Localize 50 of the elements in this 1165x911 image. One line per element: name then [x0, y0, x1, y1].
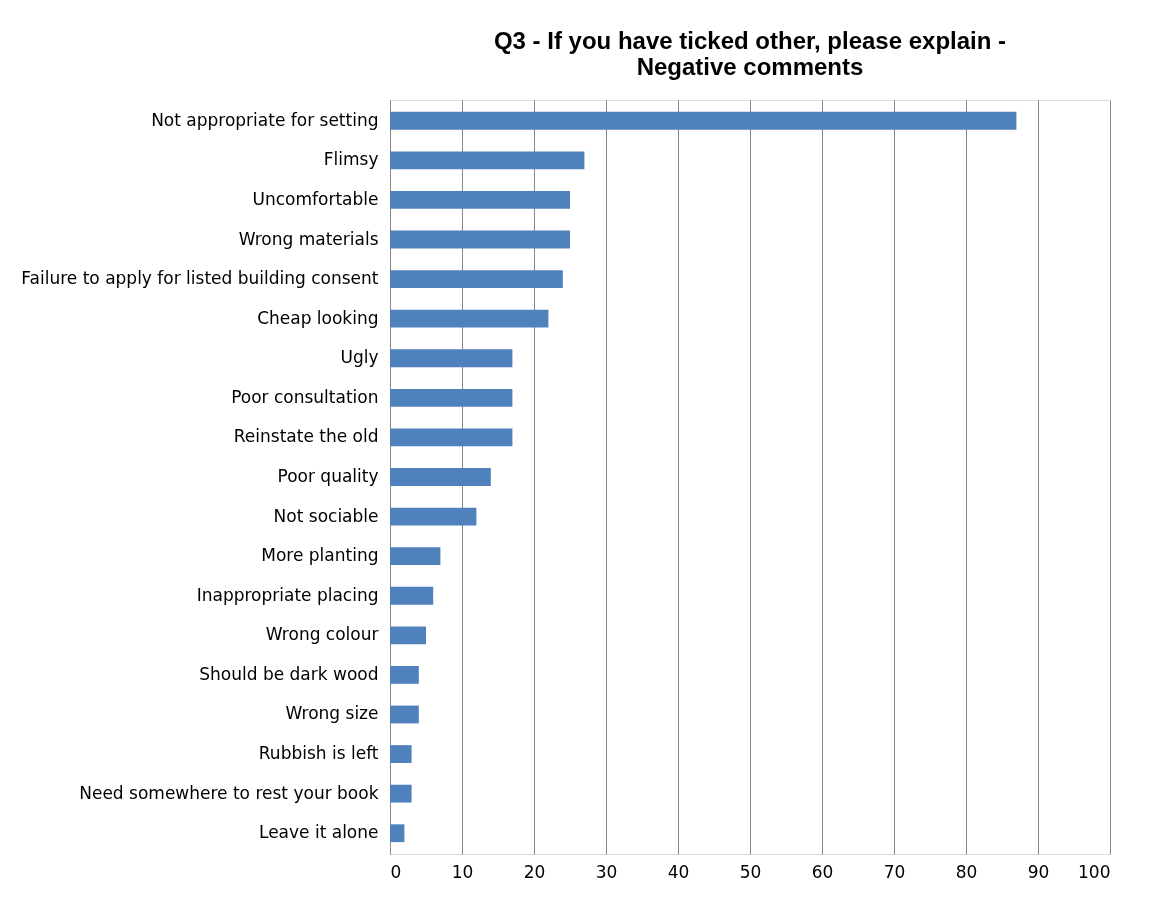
x-tick-label: 70 — [883, 861, 906, 882]
x-tick-label: 0 — [390, 861, 402, 882]
y-tick-label: Cheap looking — [257, 307, 379, 328]
bar — [390, 547, 441, 566]
y-tick-label: Wrong materials — [238, 228, 379, 249]
chart-title: Q3 - If you have ticked other, please explain - Negative comments — [493, 27, 1007, 80]
bar — [390, 191, 570, 209]
bar — [390, 111, 1017, 130]
y-tick-label: Should be dark wood — [199, 663, 379, 684]
y-tick-label: Poor consultation — [231, 386, 379, 407]
y-tick-label: Failure to apply for listed building consent — [21, 268, 379, 289]
y-tick-label: Leave it alone — [258, 822, 379, 843]
y-tick-label: Uncomfortable — [252, 188, 379, 209]
bar — [390, 468, 491, 486]
y-tick-label: Flimsy — [323, 149, 379, 170]
bar — [390, 428, 513, 447]
bar — [390, 784, 412, 803]
bar — [390, 151, 585, 170]
y-tick-label: Ugly — [340, 347, 379, 368]
bar — [390, 626, 426, 645]
y-tick-label: Rubbish is left — [258, 743, 379, 764]
bar — [390, 507, 477, 526]
bar — [390, 745, 412, 763]
x-tick-label: 40 — [667, 861, 690, 882]
bar — [390, 349, 513, 368]
x-tick-label: 60 — [811, 861, 834, 882]
y-tick-label: Poor quality — [277, 466, 379, 486]
bar — [390, 586, 434, 605]
y-tick-label: Not sociable — [273, 505, 379, 526]
x-tick-label: 20 — [523, 861, 546, 882]
y-tick-label: Wrong colour — [265, 624, 379, 645]
x-tick-label: 80 — [955, 861, 978, 882]
bar — [390, 270, 563, 289]
y-tick-label: Reinstate the old — [233, 426, 379, 447]
x-tick-label: 100 — [1078, 861, 1111, 882]
bar — [390, 230, 570, 249]
x-tick-label: 10 — [451, 861, 474, 882]
y-tick-label: Need somewhere to rest your book — [79, 782, 379, 803]
bar — [390, 665, 419, 684]
x-tick-label: 50 — [739, 861, 762, 882]
y-tick-label: Wrong size — [285, 703, 379, 724]
x-tick-label: 30 — [595, 861, 618, 882]
bar — [390, 388, 513, 407]
y-tick-label: Not appropriate for setting — [151, 109, 379, 130]
bar — [390, 705, 419, 724]
y-tick-label: Inappropriate placing — [196, 584, 379, 605]
y-tick-label: More planting — [261, 545, 379, 566]
bar — [390, 309, 549, 328]
x-tick-label: 90 — [1027, 861, 1050, 882]
bar — [390, 824, 405, 843]
